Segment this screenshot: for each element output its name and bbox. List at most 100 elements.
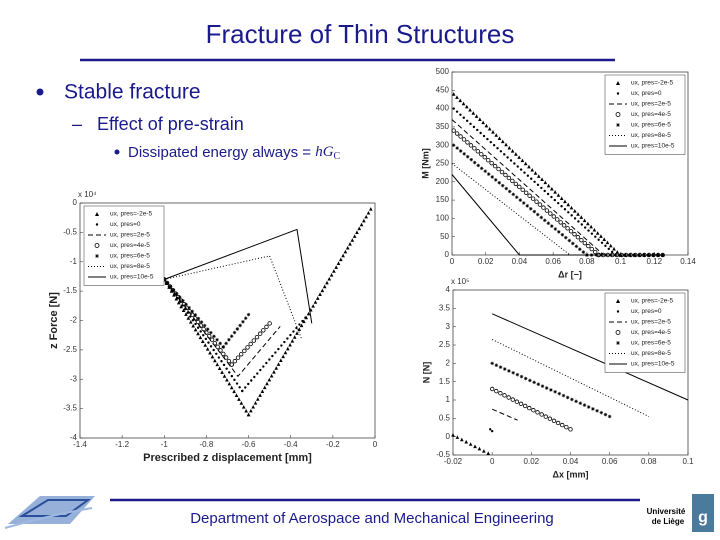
point-marker — [574, 244, 579, 249]
point-marker — [540, 186, 543, 190]
point-marker — [221, 351, 226, 357]
point-marker — [455, 95, 459, 99]
point-marker — [297, 327, 302, 331]
point-marker — [238, 323, 242, 328]
point-marker — [362, 218, 366, 223]
point-marker — [269, 373, 274, 378]
point-marker — [530, 196, 536, 201]
point-marker — [504, 142, 508, 147]
point-marker — [489, 428, 492, 431]
point-marker — [217, 366, 222, 370]
x-tick-label: -1 — [161, 440, 169, 449]
y-tick-label: -3 — [70, 374, 78, 383]
point-marker — [540, 177, 544, 182]
point-marker — [503, 172, 508, 178]
logo-text: Université — [647, 507, 686, 516]
point-marker — [615, 330, 621, 335]
point-marker — [528, 206, 533, 211]
point-marker — [179, 304, 183, 309]
point-marker — [230, 374, 234, 378]
point-marker — [494, 133, 499, 137]
point-marker — [455, 110, 459, 113]
point-marker — [496, 147, 499, 150]
point-marker — [565, 395, 570, 400]
point-marker — [298, 323, 301, 326]
point-marker — [558, 220, 563, 225]
y-tick-label: -2 — [70, 316, 78, 325]
legend-label: ux, pres=-2e-5 — [110, 211, 152, 218]
point-marker — [547, 416, 553, 421]
point-marker — [465, 140, 470, 145]
point-marker — [460, 437, 464, 442]
point-marker — [490, 429, 494, 433]
point-marker — [461, 101, 466, 106]
bullet: Stable fracture — [64, 81, 201, 104]
point-marker — [368, 207, 373, 211]
point-marker — [582, 218, 587, 223]
point-marker — [580, 223, 583, 226]
x-tick-label: 0.12 — [646, 257, 662, 266]
x-tick-label: 0.14 — [680, 257, 696, 266]
point-marker — [520, 187, 525, 193]
point-marker — [572, 208, 577, 213]
series-line — [163, 279, 281, 378]
point-marker — [210, 354, 215, 359]
x-tick-label: 0.04 — [512, 257, 528, 266]
point-marker — [355, 230, 359, 234]
point-marker — [602, 237, 607, 242]
legend-label: ux, pres=4e-5 — [110, 242, 150, 249]
point-marker — [260, 389, 265, 394]
point-marker — [516, 165, 519, 168]
point-marker — [523, 171, 526, 174]
point-marker — [223, 355, 229, 360]
y-tick-label: 0.5 — [439, 413, 451, 422]
point-marker — [343, 249, 348, 254]
legend-label: ux, pres=8e-5 — [110, 263, 150, 270]
point-marker — [184, 312, 188, 316]
point-marker — [577, 220, 580, 223]
point-marker — [616, 123, 620, 127]
x-tick-label: 0.1 — [615, 257, 627, 266]
point-marker — [464, 439, 469, 444]
point-marker — [551, 418, 557, 424]
legend-label: ux, pres=10e-5 — [110, 274, 154, 281]
y-tick-label: -0.5 — [63, 227, 77, 236]
point-marker — [224, 341, 228, 346]
point-marker — [95, 254, 99, 258]
bullet-text: Dissipated energy always = — [128, 144, 315, 161]
logo-text: de Liège — [652, 517, 685, 526]
point-marker — [517, 184, 522, 190]
point-marker — [458, 149, 463, 153]
point-marker — [281, 354, 285, 359]
point-marker — [299, 323, 304, 328]
point-marker — [336, 261, 341, 265]
point-marker — [533, 180, 536, 183]
point-marker — [277, 347, 280, 351]
point-marker — [199, 320, 204, 324]
point-marker — [311, 304, 315, 308]
point-marker — [254, 334, 260, 340]
point-marker — [532, 380, 536, 385]
axis-exponent: x 10⁴ — [78, 190, 97, 199]
point-marker — [553, 190, 557, 194]
point-marker — [494, 363, 499, 368]
legend-label: ux, pres=8e-5 — [631, 350, 671, 357]
point-marker — [522, 403, 528, 409]
point-marker — [289, 333, 292, 337]
point-marker — [615, 112, 621, 117]
point-marker — [568, 229, 574, 234]
x-tick-label: 0.08 — [641, 457, 657, 466]
point-marker — [543, 414, 548, 419]
point-marker — [499, 169, 505, 175]
point-marker — [541, 205, 546, 210]
point-marker — [233, 378, 236, 382]
legend-label: ux, pres=10e-5 — [631, 361, 675, 368]
point-marker — [573, 217, 577, 220]
point-marker — [494, 388, 499, 394]
point-marker — [329, 273, 334, 277]
point-marker — [468, 107, 472, 112]
point-marker — [568, 427, 573, 432]
point-marker — [212, 341, 218, 346]
legend-label: ux, pres=6e-5 — [631, 340, 671, 347]
point-marker — [465, 154, 470, 159]
